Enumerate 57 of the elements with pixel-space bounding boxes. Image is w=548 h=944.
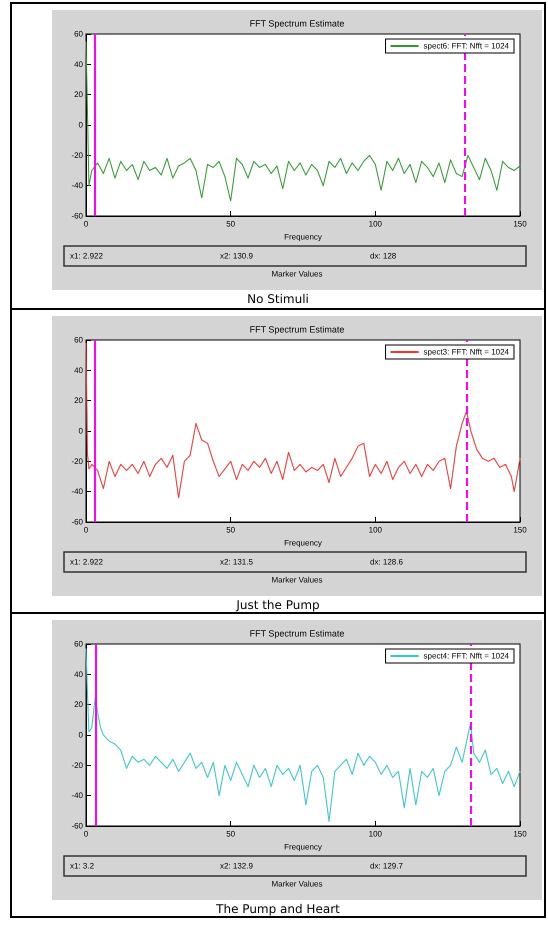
y-tick-label: 0 [78, 426, 84, 436]
x-tick-label: 50 [226, 526, 236, 534]
text: x1: 2.922 [70, 558, 104, 566]
x-axis-title: Frequency [284, 232, 322, 242]
x-tick-label: 150 [513, 830, 528, 838]
text: x2: 131.5 [220, 558, 254, 566]
text: Marker Values [272, 880, 322, 888]
y-tick-label: -40 [71, 791, 84, 800]
x-tick-label: 100 [368, 220, 383, 228]
y-tick-label: 60 [74, 336, 84, 344]
y-tick-label: 40 [74, 670, 84, 679]
x-tick-label: 100 [368, 526, 383, 534]
legend-label: spect4: FFT: Nfft = 1024 [424, 652, 510, 660]
y-tick-label: -20 [71, 456, 84, 466]
legend-label: spect6: FFT: Nfft = 1024 [424, 42, 510, 50]
y-tick-label: -60 [71, 212, 84, 220]
text: x2: 132.9 [220, 862, 254, 870]
line-series [86, 648, 520, 822]
x-tick-label: 150 [513, 526, 528, 534]
x-tick-label: 100 [368, 830, 383, 838]
x-tick-label: 50 [226, 830, 236, 838]
legend-label: spect3: FFT: Nfft = 1024 [424, 348, 510, 356]
y-tick-label: -40 [71, 487, 84, 496]
text: Marker Values [272, 576, 322, 584]
y-tick-label: 60 [74, 640, 84, 648]
text: x1: 3.2 [70, 862, 95, 870]
y-tick-label: -40 [71, 181, 84, 190]
y-tick-label: 20 [74, 700, 84, 710]
y-tick-label: 60 [74, 30, 84, 38]
y-tick-label: 20 [74, 396, 84, 406]
x-tick-label: 50 [226, 220, 236, 228]
y-tick-label: 40 [74, 60, 84, 69]
text: x1: 2.922 [70, 252, 104, 260]
text: x2: 130.9 [220, 252, 254, 260]
text: dx: 129.7 [370, 862, 404, 870]
y-tick-label: -60 [71, 822, 84, 830]
text: dx: 128.6 [370, 558, 404, 566]
x-axis-title: Frequency [284, 842, 322, 852]
x-tick-label: 150 [513, 220, 528, 228]
text: Marker Values [272, 270, 322, 278]
text: The Pump and Heart [215, 902, 341, 916]
y-tick-label: -20 [71, 150, 84, 160]
y-tick-label: -60 [71, 518, 84, 526]
y-tick-label: 0 [78, 120, 84, 130]
y-tick-label: 0 [78, 730, 84, 740]
y-tick-label: -20 [71, 760, 84, 770]
text: No Stimuli [246, 292, 310, 306]
x-axis-title: Frequency [284, 538, 322, 548]
text: Just the Pump [234, 598, 321, 612]
line-series [86, 342, 520, 498]
y-tick-label: 20 [74, 90, 84, 100]
chart-title: FFT Spectrum Estimate [250, 628, 344, 638]
chart-title: FFT Spectrum Estimate [250, 324, 344, 334]
line-series [86, 41, 520, 202]
text: dx: 128 [370, 252, 397, 260]
chart-title: FFT Spectrum Estimate [250, 18, 344, 28]
y-tick-label: 40 [74, 366, 84, 375]
